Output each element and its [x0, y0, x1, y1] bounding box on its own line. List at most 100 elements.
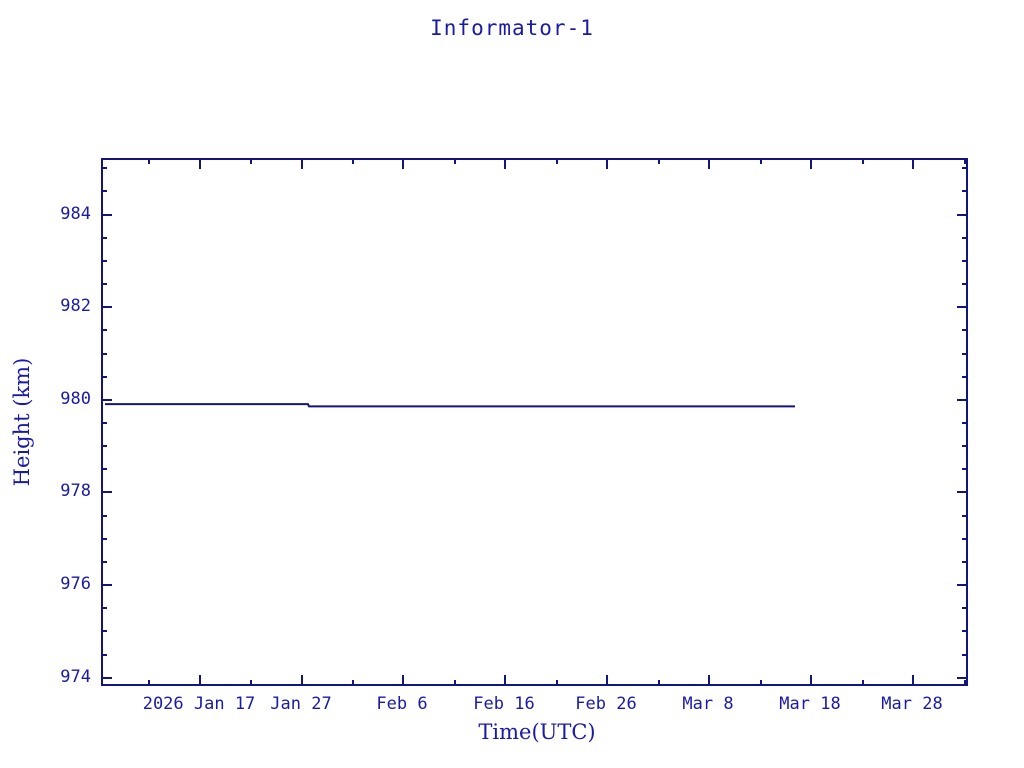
y-minor-tick-right [962, 537, 968, 540]
y-minor-tick-left [101, 352, 107, 355]
y-minor-tick-right [962, 468, 968, 471]
x-major-tick-top [199, 158, 201, 169]
x-major-tick-bottom [810, 675, 812, 686]
y-major-tick-right [957, 398, 968, 401]
x-minor-tick-top [556, 158, 558, 164]
x-minor-tick-bottom [760, 680, 762, 686]
x-minor-tick-top [658, 158, 660, 164]
y-major-tick-right [957, 491, 968, 494]
x-minor-tick-top [250, 158, 252, 164]
y-minor-tick-left [101, 560, 107, 563]
y-minor-tick-right [962, 283, 968, 286]
x-major-tick-bottom [504, 675, 506, 686]
x-major-tick-bottom [606, 675, 608, 686]
x-minor-tick-top [454, 158, 456, 164]
y-major-tick-left [101, 491, 112, 494]
height-series-line [105, 403, 795, 408]
x-minor-tick-top [148, 158, 150, 164]
y-minor-tick-left [101, 537, 107, 540]
x-major-tick-bottom [402, 675, 404, 686]
x-tick-label: 2026 Jan 17 [142, 694, 256, 714]
x-tick-label: Feb 26 [575, 694, 637, 714]
y-minor-tick-left [101, 329, 107, 332]
x-tick-label: Mar 8 [682, 694, 734, 714]
y-tick-label: 974 [60, 666, 91, 687]
x-minor-tick-top [760, 158, 762, 164]
y-minor-tick-left [101, 283, 107, 286]
x-tick-label: Mar 28 [881, 694, 943, 714]
y-minor-tick-right [962, 190, 968, 193]
y-minor-tick-right [962, 445, 968, 448]
y-minor-tick-right [962, 560, 968, 563]
x-minor-tick-bottom [556, 680, 558, 686]
y-minor-tick-right [962, 329, 968, 332]
x-major-tick-bottom [199, 675, 201, 686]
y-minor-tick-left [101, 422, 107, 424]
y-minor-tick-left [101, 468, 107, 471]
x-minor-tick-bottom [862, 680, 864, 686]
x-minor-tick-top [862, 158, 864, 164]
plot-area [101, 158, 968, 686]
y-minor-tick-right [962, 630, 968, 633]
y-minor-tick-left [101, 375, 107, 378]
x-minor-tick-top [964, 158, 966, 164]
y-tick-label: 982 [60, 296, 91, 317]
x-major-tick-top [504, 158, 506, 169]
x-tick-label: Jan 27 [270, 694, 332, 714]
series-layer [105, 403, 795, 408]
y-minor-tick-right [962, 352, 968, 355]
x-minor-tick-bottom [454, 680, 456, 686]
x-minor-tick-bottom [250, 680, 252, 686]
y-minor-tick-right [962, 653, 968, 656]
y-minor-tick-left [101, 259, 107, 262]
y-minor-tick-left [101, 167, 107, 170]
y-minor-tick-left [101, 607, 107, 610]
chart-title: Informator-1 [430, 16, 594, 40]
y-minor-tick-left [101, 653, 107, 656]
y-minor-tick-right [962, 236, 968, 239]
y-minor-tick-left [101, 236, 107, 239]
y-minor-tick-left [101, 445, 107, 448]
y-axis-title: Height (km) [10, 357, 34, 487]
y-major-tick-right [957, 306, 968, 309]
y-major-tick-left [101, 676, 112, 679]
y-major-tick-left [101, 584, 112, 587]
x-major-tick-top [402, 158, 404, 169]
x-major-tick-bottom [912, 675, 914, 686]
y-major-tick-left [101, 306, 112, 309]
x-major-tick-bottom [708, 675, 710, 686]
y-major-tick-right [957, 213, 968, 216]
x-minor-tick-bottom [148, 680, 150, 686]
y-minor-tick-right [962, 259, 968, 262]
y-major-tick-left [101, 213, 112, 216]
y-tick-label: 976 [60, 574, 91, 595]
y-minor-tick-right [962, 167, 968, 170]
y-minor-tick-left [101, 630, 107, 633]
x-tick-label: Mar 18 [779, 694, 841, 714]
x-major-tick-top [606, 158, 608, 169]
x-minor-tick-top [352, 158, 354, 164]
x-major-tick-top [810, 158, 812, 169]
y-minor-tick-right [962, 422, 968, 424]
y-tick-label: 984 [60, 203, 91, 224]
x-major-tick-top [912, 158, 914, 169]
y-minor-tick-left [101, 514, 107, 517]
x-minor-tick-bottom [658, 680, 660, 686]
x-major-tick-top [708, 158, 710, 169]
y-major-tick-right [957, 676, 968, 679]
y-tick-label: 978 [60, 481, 91, 502]
y-major-tick-left [101, 398, 112, 401]
x-axis-title: Time(UTC) [478, 720, 596, 744]
y-minor-tick-right [962, 375, 968, 378]
y-minor-tick-right [962, 607, 968, 610]
x-tick-label: Feb 6 [376, 694, 428, 714]
y-minor-tick-left [101, 190, 107, 193]
y-minor-tick-right [962, 514, 968, 517]
x-major-tick-top [301, 158, 303, 169]
x-minor-tick-bottom [964, 680, 966, 686]
y-tick-label: 980 [60, 388, 91, 409]
x-major-tick-bottom [301, 675, 303, 686]
x-minor-tick-bottom [352, 680, 354, 686]
x-tick-label: Feb 16 [473, 694, 535, 714]
